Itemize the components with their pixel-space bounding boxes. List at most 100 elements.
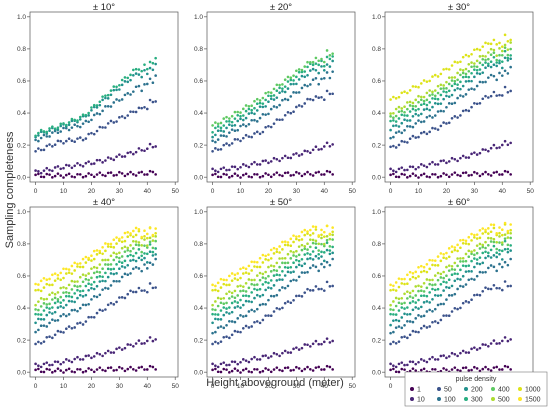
data-point — [473, 365, 476, 369]
data-point — [81, 280, 85, 284]
data-point — [473, 249, 476, 252]
data-point — [311, 289, 315, 292]
data-point — [447, 175, 451, 179]
data-point — [37, 288, 40, 292]
data-point — [230, 295, 234, 298]
data-point — [73, 357, 76, 361]
data-point — [222, 313, 226, 317]
data-point — [143, 289, 146, 292]
data-point — [250, 282, 253, 286]
data-point — [244, 359, 248, 362]
data-point — [214, 133, 217, 137]
data-point — [132, 344, 135, 348]
data-point — [456, 249, 459, 253]
data-point — [145, 339, 149, 343]
data-point — [278, 278, 281, 281]
data-point — [151, 81, 155, 84]
data-point — [300, 174, 304, 178]
data-point — [140, 149, 143, 152]
legend-marker — [410, 397, 414, 401]
data-point — [261, 112, 265, 116]
data-point — [250, 118, 253, 122]
data-point — [118, 83, 121, 87]
data-point — [95, 270, 99, 274]
data-point — [112, 158, 116, 162]
data-point — [311, 264, 315, 267]
data-point — [115, 263, 118, 266]
data-point — [425, 286, 429, 290]
data-point — [489, 342, 493, 345]
data-point — [286, 266, 290, 270]
data-point — [70, 126, 74, 129]
data-point — [216, 370, 220, 374]
data-point — [115, 242, 118, 245]
data-point — [325, 141, 329, 145]
data-point — [261, 318, 265, 322]
data-point — [411, 360, 415, 364]
data-point — [101, 109, 104, 113]
data-point — [211, 124, 214, 127]
data-point — [487, 367, 490, 371]
data-point — [87, 172, 90, 175]
x-tick-label: 50 — [172, 188, 180, 195]
data-point — [278, 83, 281, 87]
data-point — [495, 146, 498, 150]
data-point — [214, 340, 217, 344]
data-point — [289, 82, 293, 86]
data-point — [225, 363, 228, 367]
data-point — [95, 311, 99, 315]
data-point — [132, 247, 135, 250]
data-point — [506, 48, 510, 51]
data-point — [230, 291, 234, 295]
data-point — [392, 124, 395, 128]
data-point — [489, 94, 493, 98]
data-point — [278, 245, 281, 248]
data-point — [242, 266, 245, 270]
data-point — [478, 48, 482, 52]
data-point — [126, 273, 130, 277]
data-point — [261, 96, 265, 100]
data-point — [481, 251, 485, 255]
data-point — [414, 167, 418, 171]
data-point — [411, 107, 415, 111]
data-point — [267, 265, 270, 269]
data-point — [492, 90, 496, 94]
data-point — [431, 116, 434, 119]
data-point — [447, 82, 451, 86]
data-point — [236, 369, 240, 372]
data-point — [456, 354, 459, 358]
data-point — [470, 173, 473, 177]
figure-ylabel: Sampling completeness — [4, 131, 16, 248]
data-point — [414, 301, 418, 304]
data-point — [34, 308, 37, 311]
data-point — [272, 87, 276, 91]
data-point — [389, 145, 392, 149]
data-point — [275, 279, 279, 282]
data-point — [498, 226, 501, 229]
data-point — [406, 313, 409, 316]
data-point — [495, 255, 498, 259]
data-point — [239, 306, 242, 309]
data-point — [92, 265, 96, 269]
data-point — [239, 276, 242, 280]
data-point — [250, 357, 253, 361]
data-point — [459, 239, 462, 242]
data-point — [53, 310, 57, 314]
data-point — [51, 273, 54, 277]
data-point — [325, 63, 329, 66]
data-point — [233, 360, 237, 364]
data-point — [278, 159, 281, 163]
data-point — [300, 238, 304, 241]
data-point — [289, 279, 293, 283]
data-point — [84, 284, 88, 288]
data-point — [498, 241, 501, 244]
data-point — [470, 298, 473, 301]
data-point — [320, 368, 323, 371]
data-point — [403, 110, 406, 114]
data-point — [264, 354, 267, 357]
data-point — [433, 89, 437, 92]
data-point — [255, 307, 259, 311]
x-tick-label: 30 — [293, 188, 301, 195]
data-point — [106, 267, 110, 271]
data-point — [475, 233, 479, 236]
